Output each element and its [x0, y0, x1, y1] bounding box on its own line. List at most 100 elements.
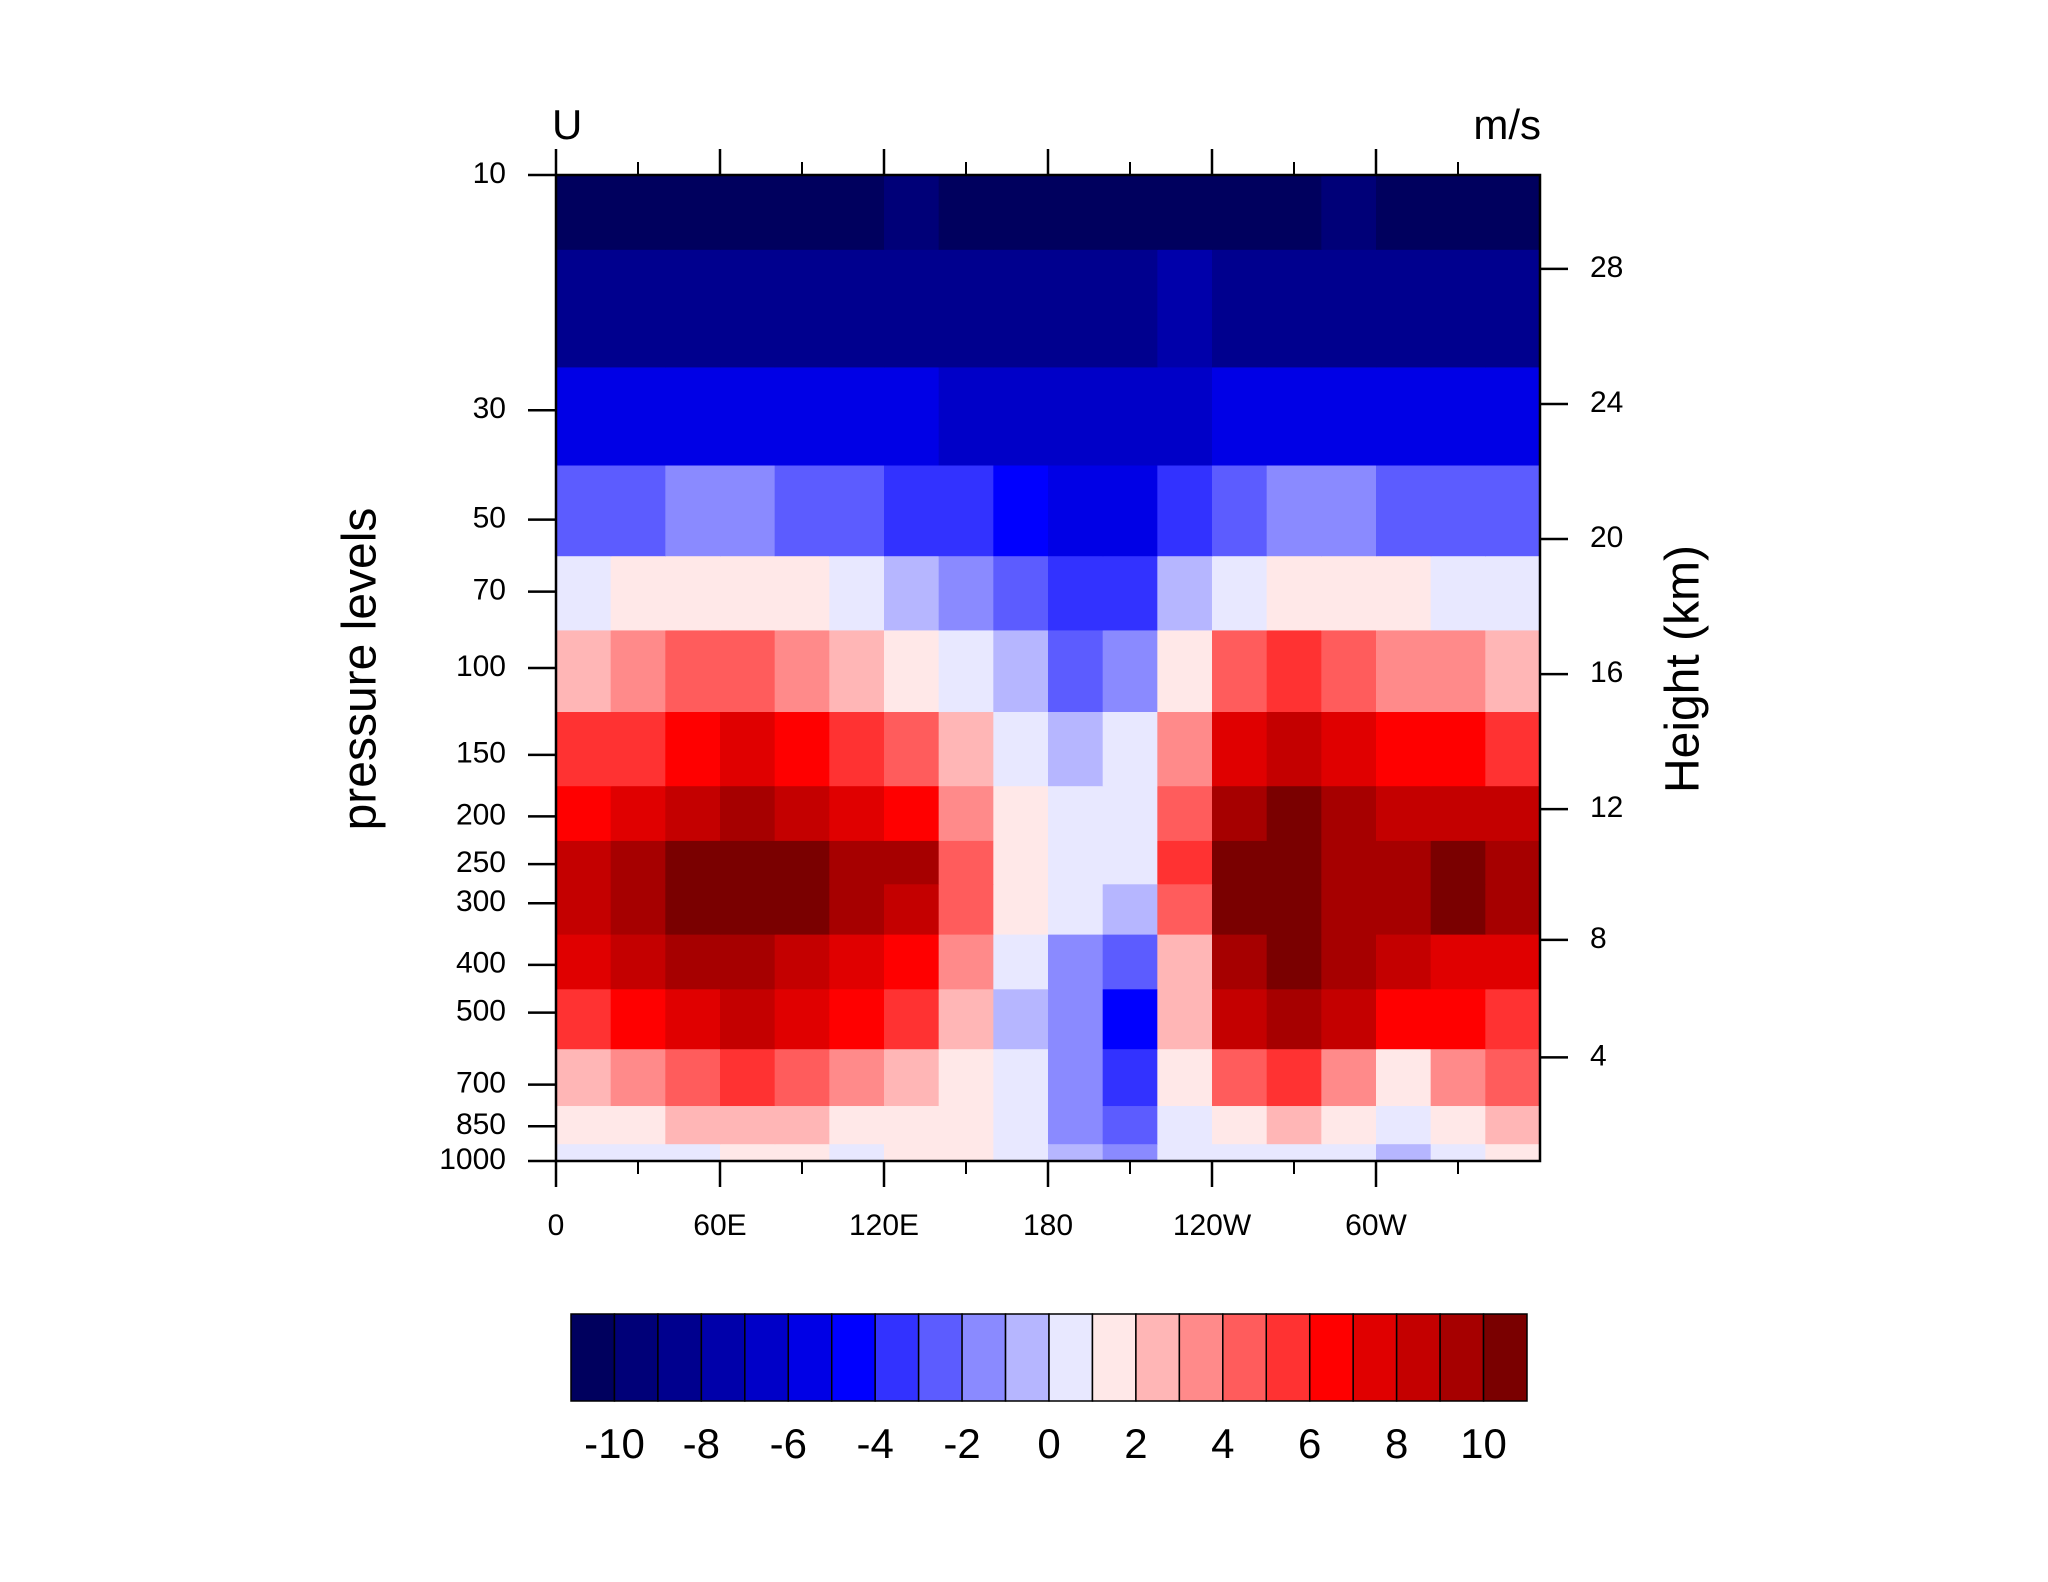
field-cell	[1157, 366, 1213, 466]
field-cell	[556, 1048, 612, 1107]
field-cell	[1321, 629, 1377, 713]
y-tick-label: 400	[456, 947, 506, 980]
field-cell	[1048, 464, 1104, 557]
field-cell	[829, 1048, 885, 1107]
field-cell	[1430, 555, 1486, 631]
field-cell	[1212, 249, 1268, 368]
field-cell	[556, 1143, 612, 1162]
field-cell	[993, 175, 1049, 250]
units: m/s	[1473, 101, 1541, 148]
field-cell	[556, 629, 612, 713]
field-cell	[610, 711, 666, 787]
field-cell	[720, 1143, 776, 1162]
field-cell	[1430, 883, 1486, 935]
colorbar-box	[1395, 1313, 1441, 1402]
x-tick-label: 60E	[693, 1209, 746, 1242]
field-cell	[829, 883, 885, 935]
y-tick-label: 500	[456, 995, 506, 1028]
colorbar-box	[1091, 1313, 1137, 1402]
field-cell	[665, 840, 721, 885]
field-cell	[1157, 785, 1213, 841]
field-cell	[665, 629, 721, 713]
field-cell	[938, 1143, 994, 1162]
field-cell	[556, 840, 612, 885]
field-cell	[884, 249, 940, 368]
field-cell	[1048, 988, 1104, 1050]
field-cell	[610, 1143, 666, 1162]
colorbar-label: -10	[584, 1420, 645, 1467]
field-cell	[1376, 840, 1432, 885]
field-cell	[610, 934, 666, 990]
field-cell	[884, 555, 940, 631]
field-cell	[720, 249, 776, 368]
field-cell	[993, 1105, 1049, 1145]
field-cell	[938, 711, 994, 787]
field-cell	[829, 1105, 885, 1145]
field-cell	[1485, 840, 1541, 885]
field-cell	[610, 175, 666, 250]
field-cell	[1048, 1143, 1104, 1162]
field-cell	[938, 988, 994, 1050]
field-cell	[1266, 555, 1322, 631]
field-cell	[938, 366, 994, 466]
field-cell	[556, 249, 612, 368]
field-cell	[884, 1105, 940, 1145]
y2-tick-label: 4	[1590, 1039, 1607, 1072]
field-cell	[1212, 883, 1268, 935]
field-cell	[556, 1105, 612, 1145]
field-cell	[1321, 175, 1377, 250]
field-cell	[665, 555, 721, 631]
colorbar-box	[570, 1313, 616, 1402]
field-cell	[720, 1105, 776, 1145]
field-cell	[1430, 988, 1486, 1050]
field-cell	[1266, 840, 1322, 885]
field-cell	[938, 249, 994, 368]
colorbar-box	[961, 1313, 1007, 1402]
field-cell	[720, 785, 776, 841]
field-cell	[1157, 175, 1213, 250]
field-cell	[1430, 464, 1486, 557]
field-cell	[993, 464, 1049, 557]
field-cell	[1485, 711, 1541, 787]
field-cell	[1266, 249, 1322, 368]
field-cell	[1376, 988, 1432, 1050]
field-cell	[1102, 785, 1158, 841]
field-cell	[665, 934, 721, 990]
field-cell	[1157, 988, 1213, 1050]
field-cell	[1102, 1048, 1158, 1107]
field-cell	[1376, 711, 1432, 787]
colorbar-box	[917, 1313, 963, 1402]
field-cell	[1102, 366, 1158, 466]
colorbar-box	[700, 1313, 746, 1402]
field-cell	[1321, 711, 1377, 787]
field-cell	[556, 464, 612, 557]
field-cell	[1321, 1048, 1377, 1107]
colorbar-box	[1352, 1313, 1398, 1402]
field-cell	[1485, 464, 1541, 557]
field-cell	[556, 366, 612, 466]
field-cell	[1376, 555, 1432, 631]
colorbar-box	[613, 1313, 659, 1402]
field-cell	[1102, 464, 1158, 557]
y-tick-label: 30	[473, 392, 506, 425]
field-cell	[1376, 1048, 1432, 1107]
field-cell	[1321, 249, 1377, 368]
field-cell	[1430, 711, 1486, 787]
y2-tick-label: 24	[1590, 386, 1623, 419]
field-cell	[1376, 934, 1432, 990]
field-cell	[720, 1048, 776, 1107]
field-cell	[1212, 988, 1268, 1050]
field-cell	[610, 366, 666, 466]
field-cell	[829, 785, 885, 841]
field-cell	[1321, 840, 1377, 885]
field-cell	[610, 1048, 666, 1107]
colorbar-label: 2	[1124, 1420, 1147, 1467]
field-cell	[993, 840, 1049, 885]
field-cell	[1485, 785, 1541, 841]
colorbar-box	[1222, 1313, 1268, 1402]
field-cell	[1048, 555, 1104, 631]
field-cell	[774, 988, 830, 1050]
field-cell	[1485, 1105, 1541, 1145]
field-cell	[1376, 629, 1432, 713]
field-cell	[1212, 1105, 1268, 1145]
